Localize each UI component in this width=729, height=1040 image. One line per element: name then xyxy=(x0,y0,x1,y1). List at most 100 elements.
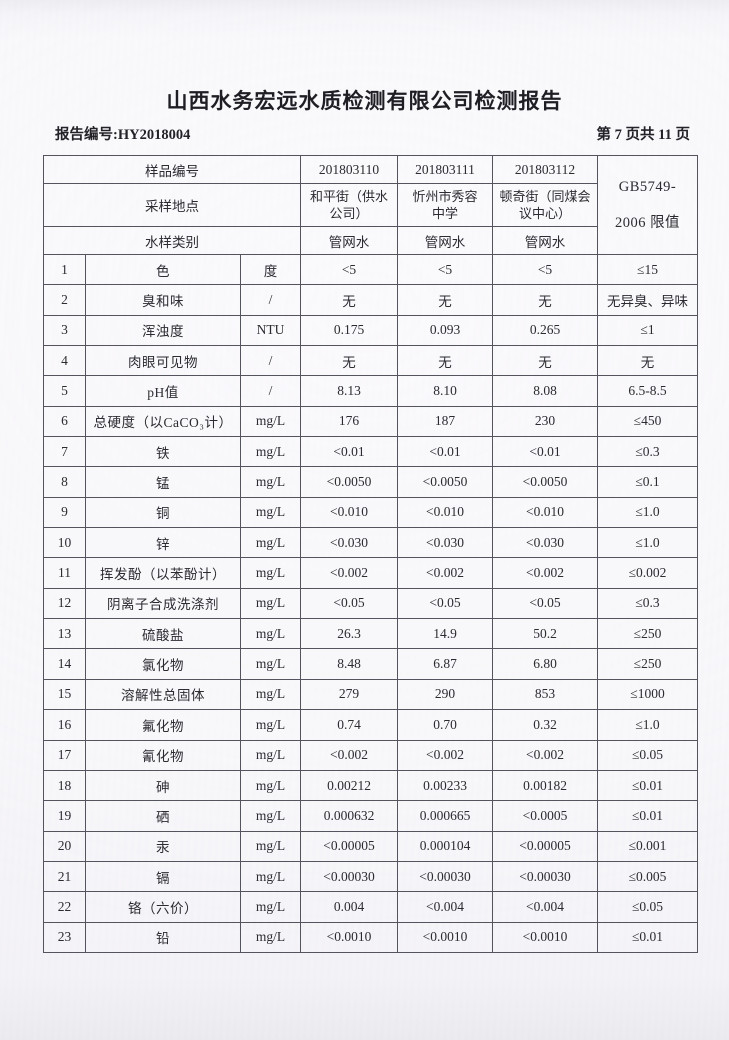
water-quality-results-table: 样品编号 201803110 201803111 201803112 GB574… xyxy=(43,155,698,953)
sample3-value: 8.08 xyxy=(492,375,598,407)
sample2-value: 0.70 xyxy=(397,709,493,741)
table-row: 2 臭和味 / 无无无无异臭、异味 xyxy=(43,284,698,316)
water-type-label: 水样类别 xyxy=(43,226,301,255)
sample2-value: <0.004 xyxy=(397,891,493,923)
sample-id-label: 样品编号 xyxy=(43,155,301,184)
sample2-value: <0.030 xyxy=(397,527,493,559)
limit-value: ≤0.05 xyxy=(597,891,698,923)
table-row: 20 汞 mg/L <0.00005 0.000104 <0.00005 ≤0.001 xyxy=(43,830,698,862)
unit: mg/L xyxy=(240,557,301,589)
limit-value: ≤1 xyxy=(597,314,698,347)
parameter-name: 氰化物 xyxy=(85,739,241,771)
row-number: 3 xyxy=(43,314,86,347)
sample3-value: 0.00182 xyxy=(492,769,598,802)
table-row: 6 总硬度（以CaCO₃计） mg/L 176 187 230 ≤450 xyxy=(43,405,698,438)
sample3-value: 50.2 xyxy=(492,618,598,650)
sample3-value: <5 xyxy=(492,253,598,286)
limit-value: ≤250 xyxy=(597,648,698,680)
location-3: 顿奇街（同煤会 议中心） xyxy=(492,183,598,227)
row-number: 18 xyxy=(43,769,86,802)
table-row: 13 硫酸盐 mg/L 26.3 14.9 50.2 ≤250 xyxy=(43,618,698,650)
water-type-row: 水样类别 管网水 管网水 管网水 xyxy=(43,226,698,255)
unit: / xyxy=(240,375,301,407)
sample1-value: <0.00005 xyxy=(300,830,398,862)
row-number: 6 xyxy=(43,405,86,438)
table-row: 3 浑浊度 NTU 0.175 0.093 0.265 ≤1 xyxy=(43,314,698,347)
parameter-name: 铜 xyxy=(85,496,241,529)
unit: mg/L xyxy=(240,587,301,620)
sample3-value: <0.010 xyxy=(492,496,598,529)
sample1-value: 8.48 xyxy=(300,648,398,680)
table-row: 16 氟化物 mg/L 0.74 0.70 0.32 ≤1.0 xyxy=(43,709,698,741)
limit-value: ≤250 xyxy=(597,618,698,650)
limit-value: ≤0.01 xyxy=(597,921,698,953)
row-number: 2 xyxy=(43,284,86,316)
sample3-value: 230 xyxy=(492,405,598,438)
unit: mg/L xyxy=(240,496,301,529)
sample2-value: <0.01 xyxy=(397,436,493,468)
table-row: 15 溶解性总固体 mg/L 279 290 853 ≤1000 xyxy=(43,678,698,711)
water-type-1: 管网水 xyxy=(300,226,398,255)
sample3-value: <0.0010 xyxy=(492,921,598,953)
parameter-name: 溶解性总固体 xyxy=(85,678,241,711)
row-number: 4 xyxy=(43,345,86,377)
sample3-value: <0.00030 xyxy=(492,860,598,893)
location-1: 和平街（供水 公司） xyxy=(300,183,398,227)
parameter-name: 氟化物 xyxy=(85,709,241,741)
parameter-name: 铬（六价） xyxy=(85,891,241,923)
sample1-value: 0.000632 xyxy=(300,800,398,832)
sample1-value: <0.0010 xyxy=(300,921,398,953)
row-number: 9 xyxy=(43,496,86,529)
unit: mg/L xyxy=(240,860,301,893)
sample2-value: <0.002 xyxy=(397,739,493,771)
sample3-value: <0.0050 xyxy=(492,466,598,498)
sample-id-2: 201803111 xyxy=(397,155,493,184)
limit-value: ≤0.01 xyxy=(597,800,698,832)
limit-value: ≤0.3 xyxy=(597,587,698,620)
sample2-value: 6.87 xyxy=(397,648,493,680)
table-row: 21 镉 mg/L <0.00030 <0.00030 <0.00030 ≤0.005 xyxy=(43,860,698,893)
row-number: 10 xyxy=(43,527,86,559)
table-row: 19 硒 mg/L 0.000632 0.000665 <0.0005 ≤0.01 xyxy=(43,800,698,832)
sample2-value: <5 xyxy=(397,253,493,286)
sample2-value: 187 xyxy=(397,405,493,438)
sample2-value: <0.05 xyxy=(397,587,493,620)
sample1-value: 0.175 xyxy=(300,314,398,347)
sample1-value: 无 xyxy=(300,345,398,377)
sample2-value: <0.002 xyxy=(397,557,493,589)
sample1-value: <0.0050 xyxy=(300,466,398,498)
sample2-value: 8.10 xyxy=(397,375,493,407)
sample1-value: <0.05 xyxy=(300,587,398,620)
limit-value: ≤0.001 xyxy=(597,830,698,862)
unit: NTU xyxy=(240,314,301,347)
sample3-value: <0.004 xyxy=(492,891,598,923)
row-number: 15 xyxy=(43,678,86,711)
sample1-value: <0.010 xyxy=(300,496,398,529)
sample2-value: 14.9 xyxy=(397,618,493,650)
table-row: 23 铅 mg/L <0.0010 <0.0010 <0.0010 ≤0.01 xyxy=(43,921,698,953)
parameter-name: 汞 xyxy=(85,830,241,862)
unit: mg/L xyxy=(240,709,301,741)
sample-id-1: 201803110 xyxy=(300,155,398,184)
table-row: 22 铬（六价） mg/L 0.004 <0.004 <0.004 ≤0.05 xyxy=(43,891,698,923)
table-row: 11 挥发酚（以苯酚计） mg/L <0.002 <0.002 <0.002 ≤0.002 xyxy=(43,557,698,589)
sample1-value: <0.00030 xyxy=(300,860,398,893)
parameter-name: pH值 xyxy=(85,375,241,407)
water-type-2: 管网水 xyxy=(397,226,493,255)
row-number: 13 xyxy=(43,618,86,650)
sample2-value: 无 xyxy=(397,284,493,316)
parameter-name: 硫酸盐 xyxy=(85,618,241,650)
water-type-3: 管网水 xyxy=(492,226,598,255)
parameter-name: 锌 xyxy=(85,527,241,559)
sample3-value: 6.80 xyxy=(492,648,598,680)
sample3-value: 853 xyxy=(492,678,598,711)
sample3-value: 无 xyxy=(492,284,598,316)
report-number: 报告编号:HY2018004 xyxy=(55,127,191,143)
unit: mg/L xyxy=(240,648,301,680)
limit-value: ≤15 xyxy=(597,253,698,286)
sample1-value: <0.030 xyxy=(300,527,398,559)
sample3-value: <0.030 xyxy=(492,527,598,559)
parameter-name: 砷 xyxy=(85,769,241,802)
row-number: 1 xyxy=(43,253,86,286)
sample3-value: <0.00005 xyxy=(492,830,598,862)
